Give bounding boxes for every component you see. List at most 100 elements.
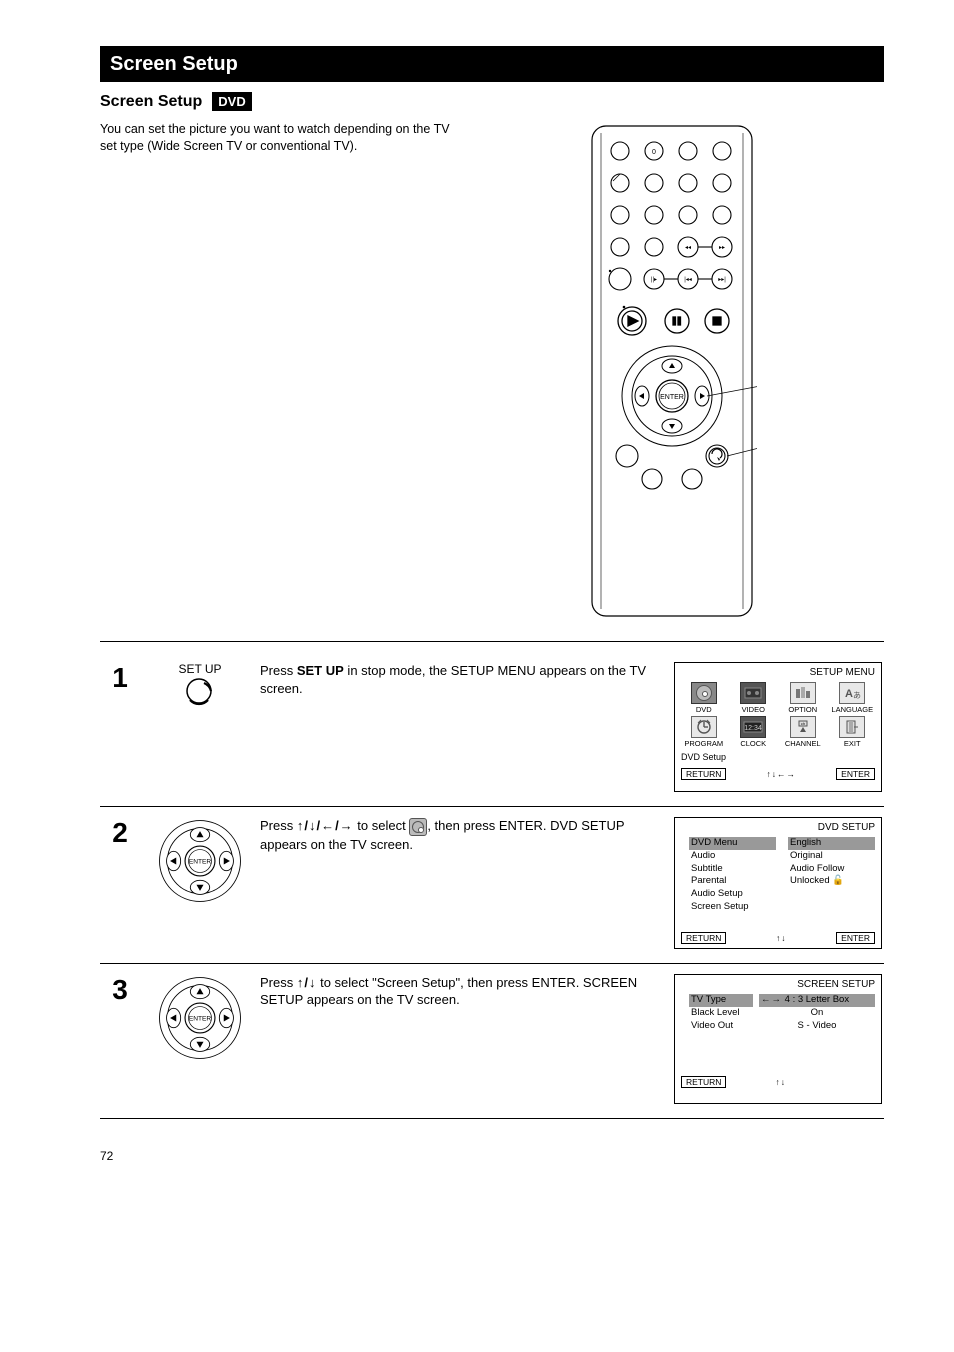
osd-cell-video: VIDEO <box>731 682 777 714</box>
osd-title: SCREEN SETUP <box>681 979 875 990</box>
step-1-button-name: SET UP <box>297 663 344 678</box>
setup-button-icon <box>184 676 216 708</box>
sub-heading: Screen Setup <box>100 93 202 111</box>
step-1: 1 SET UP Press SET UP in stop mode, the … <box>100 652 884 807</box>
osd-footer: RETURN ↑↓←→ ENTER <box>681 768 875 780</box>
list-value: ←→ 4 : 3 Letter Box <box>759 994 875 1007</box>
step-3-icon: ENTER <box>150 974 250 1062</box>
osd-right-col: English Original Audio Follow Unlocked 🔓 <box>788 837 875 914</box>
svg-text:ch: ch <box>801 721 805 726</box>
osd-screen-setup: SCREEN SETUP TV Type Black Level Video O… <box>674 974 882 1104</box>
section-title: Screen Setup <box>110 53 238 76</box>
osd-cell-exit: EXIT <box>830 716 876 748</box>
step-number: 3 <box>100 974 140 1006</box>
list-item: TV Type <box>689 994 753 1007</box>
svg-text:12:34: 12:34 <box>744 725 762 732</box>
osd-enter: ENTER <box>836 768 875 780</box>
remote-diagram: ENTER 0 ◂◂ ▸▸ <box>460 121 884 621</box>
step-2: 2 ENTER Press ↑/↓/←/→ to select , then p… <box>100 807 884 964</box>
program-icon <box>691 716 717 738</box>
osd-cell-label: CHANNEL <box>780 739 826 748</box>
list-item: Parental <box>689 875 776 888</box>
unlock-icon: 🔓 <box>832 875 844 886</box>
osd-left-col: DVD Menu Audio Subtitle Parental Audio S… <box>689 837 776 914</box>
osd-grid: DVD VIDEO OPTION <box>681 682 875 748</box>
list-item: Video Out <box>689 1020 753 1033</box>
osd-return: RETURN <box>681 1076 726 1088</box>
osd-list: TV Type Black Level Video Out ←→ 4 : 3 L… <box>689 994 875 1032</box>
list-item: Subtitle <box>689 863 776 876</box>
svg-text:ENTER: ENTER <box>189 859 212 866</box>
sub-heading-row: Screen Setup DVD <box>100 92 884 111</box>
step-1-text-pre: Press <box>260 663 297 678</box>
osd-setup-menu: SETUP MENU DVD VIDEO <box>674 662 882 792</box>
exit-icon <box>839 716 865 738</box>
osd-footer: RETURN ↑↓ <box>681 1076 875 1088</box>
step-3-screen: SCREEN SETUP TV Type Black Level Video O… <box>674 974 884 1104</box>
list-item: Audio Setup <box>689 888 776 901</box>
osd-cell-channel: ch CHANNEL <box>780 716 826 748</box>
remote-illustration: ENTER 0 ◂◂ ▸▸ <box>587 121 757 621</box>
osd-cell-language: Aあ LANGUAGE <box>830 682 876 714</box>
osd-cell-label: PROGRAM <box>681 739 727 748</box>
osd-cell-program: PROGRAM <box>681 716 727 748</box>
setup-button-label: SET UP <box>178 662 221 676</box>
dpad-icon: ENTER <box>156 817 244 905</box>
osd-arrows: ↑↓ <box>775 1077 786 1087</box>
svg-text:ENTER: ENTER <box>660 394 684 401</box>
step-1-body: Press SET UP in stop mode, the SETUP MEN… <box>260 662 664 697</box>
list-item: Screen Setup <box>689 901 776 914</box>
step-2-arrows: ↑/↓/←/→ <box>297 818 354 833</box>
osd-arrows: ↑↓ <box>776 933 787 943</box>
list-item: Audio <box>689 850 776 863</box>
osd-footer: RETURN ↑↓ ENTER <box>681 932 875 944</box>
step-3-arrows: ↑/↓ <box>297 975 317 990</box>
svg-text:||▸: ||▸ <box>651 277 657 283</box>
osd-arrows: ↑↓←→ <box>767 769 797 779</box>
osd-enter: ENTER <box>836 932 875 944</box>
step-number: 2 <box>100 817 140 849</box>
svg-text:A: A <box>845 688 853 700</box>
step-1-icon: SET UP <box>150 662 250 708</box>
divider <box>100 641 884 642</box>
list-value: Audio Follow <box>788 863 875 876</box>
step-number: 1 <box>100 662 140 694</box>
dvd-badge: DVD <box>212 92 251 111</box>
intro-text: You can set the picture you want to watc… <box>100 121 460 621</box>
svg-text:◂◂: ◂◂ <box>685 245 691 251</box>
osd-list: DVD Menu Audio Subtitle Parental Audio S… <box>689 837 875 914</box>
osd-dvd-setup: DVD SETUP DVD Menu Audio Subtitle Parent… <box>674 817 882 949</box>
osd-cell-label: OPTION <box>780 705 826 714</box>
osd-status: DVD Setup <box>681 752 875 762</box>
clock-icon: 12:34 <box>740 716 766 738</box>
list-value: S - Video <box>759 1020 875 1033</box>
video-cassette-icon <box>740 682 766 704</box>
osd-cell-label: CLOCK <box>731 739 777 748</box>
osd-title: SETUP MENU <box>681 667 875 678</box>
osd-cell-clock: 12:34 CLOCK <box>731 716 777 748</box>
step-1-screen: SETUP MENU DVD VIDEO <box>674 662 884 792</box>
osd-cell-label: LANGUAGE <box>830 705 876 714</box>
svg-text:|◂◂: |◂◂ <box>684 277 692 283</box>
list-value: Original <box>788 850 875 863</box>
osd-return: RETURN <box>681 768 726 780</box>
dvd-select-icon <box>409 818 427 836</box>
osd-return: RETURN <box>681 932 726 944</box>
osd-title: DVD SETUP <box>681 822 875 833</box>
step-2-body: Press ↑/↓/←/→ to select , then press ENT… <box>260 817 664 853</box>
svg-text:ENTER: ENTER <box>189 1016 212 1023</box>
step-2-text-mid: to select <box>354 818 410 833</box>
section-title-bar: Screen Setup <box>100 46 884 82</box>
list-item: Black Level <box>689 1007 753 1020</box>
step-3-body: Press ↑/↓ to select "Screen Setup", then… <box>260 974 664 1009</box>
channel-icon: ch <box>790 716 816 738</box>
svg-text:0: 0 <box>652 149 656 156</box>
page-number: 72 <box>100 1149 884 1163</box>
list-value: English <box>788 837 875 850</box>
osd-cell-option: OPTION <box>780 682 826 714</box>
step-2-icon: ENTER <box>150 817 250 905</box>
osd-cell-label: EXIT <box>830 739 876 748</box>
step-3-text-pre: Press <box>260 975 297 990</box>
dpad-icon: ENTER <box>156 974 244 1062</box>
svg-text:あ: あ <box>853 691 861 700</box>
